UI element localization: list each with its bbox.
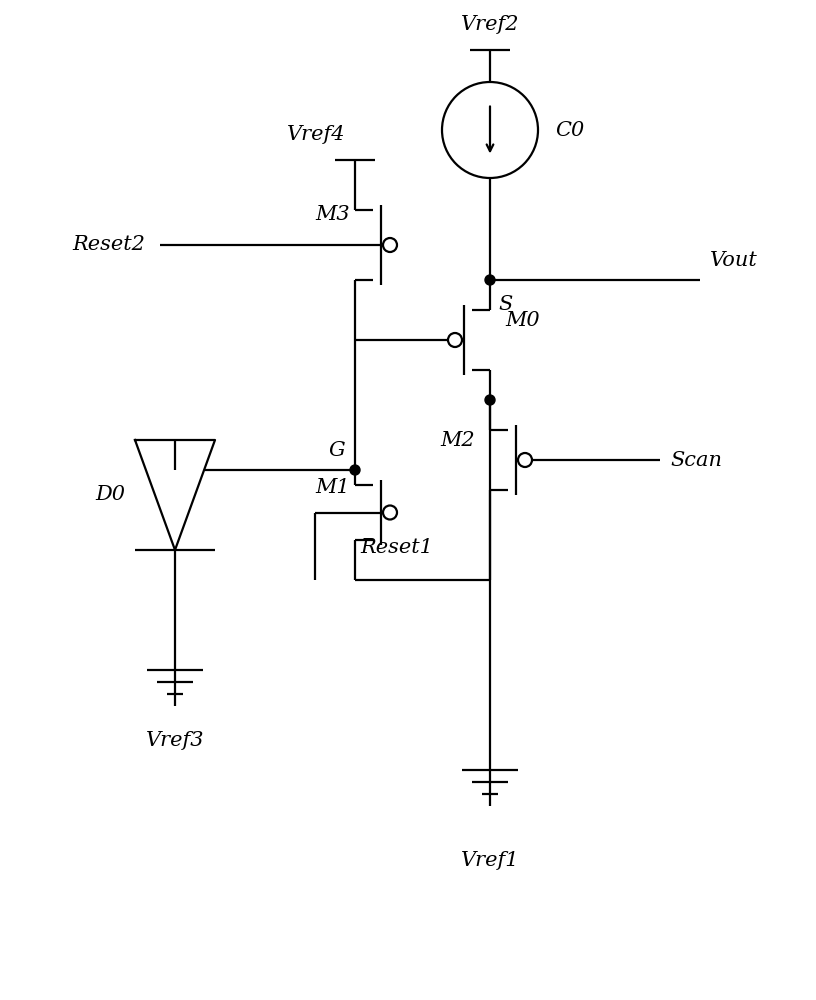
- Text: M1: M1: [315, 478, 350, 497]
- Text: Vref2: Vref2: [461, 15, 519, 34]
- Circle shape: [350, 465, 360, 475]
- Text: Reset2: Reset2: [72, 235, 145, 254]
- Circle shape: [485, 275, 495, 285]
- Circle shape: [518, 453, 532, 467]
- Text: C0: C0: [555, 120, 584, 139]
- Circle shape: [383, 506, 397, 520]
- Text: Vref3: Vref3: [146, 730, 204, 750]
- Circle shape: [448, 333, 462, 347]
- Circle shape: [383, 238, 397, 252]
- Circle shape: [485, 395, 495, 405]
- Text: Vout: Vout: [710, 250, 758, 269]
- Text: Vref4: Vref4: [286, 125, 345, 144]
- Polygon shape: [135, 440, 215, 550]
- Text: Scan: Scan: [670, 450, 722, 470]
- Text: S: S: [498, 296, 512, 314]
- Text: Reset1: Reset1: [360, 538, 432, 557]
- Text: M3: M3: [315, 206, 350, 225]
- Text: M2: M2: [441, 430, 475, 450]
- Text: G: G: [328, 440, 345, 460]
- Text: Vref1: Vref1: [461, 850, 519, 869]
- Text: D0: D0: [95, 486, 125, 504]
- Text: M0: M0: [505, 310, 539, 330]
